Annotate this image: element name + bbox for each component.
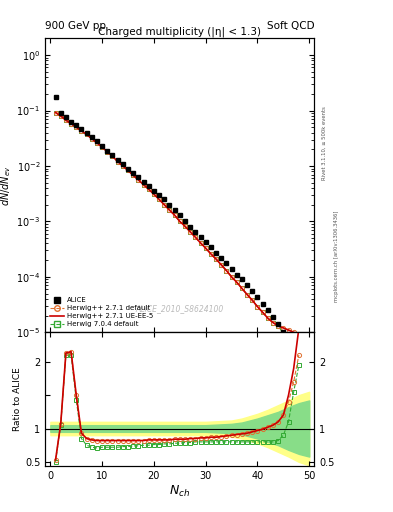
Text: 900 GeV pp: 900 GeV pp: [45, 20, 106, 31]
Legend: ALICE, Herwig++ 2.7.1 default, Herwig++ 2.7.1 UE-EE-5, Herwig 7.0.4 default: ALICE, Herwig++ 2.7.1 default, Herwig++ …: [49, 296, 154, 329]
X-axis label: $N_{ch}$: $N_{ch}$: [169, 483, 190, 499]
Text: ALICE_2010_S8624100: ALICE_2010_S8624100: [136, 304, 224, 313]
Y-axis label: $dN/dN_{ev}$: $dN/dN_{ev}$: [0, 165, 13, 206]
Text: mcplots.cern.ch [arXiv:1306.3436]: mcplots.cern.ch [arXiv:1306.3436]: [334, 210, 339, 302]
Title: Charged multiplicity (|η| < 1.3): Charged multiplicity (|η| < 1.3): [98, 26, 261, 37]
Text: Soft QCD: Soft QCD: [267, 20, 314, 31]
Y-axis label: Ratio to ALICE: Ratio to ALICE: [13, 367, 22, 431]
Text: Rivet 3.1.10, ≥ 500k events: Rivet 3.1.10, ≥ 500k events: [322, 106, 327, 180]
